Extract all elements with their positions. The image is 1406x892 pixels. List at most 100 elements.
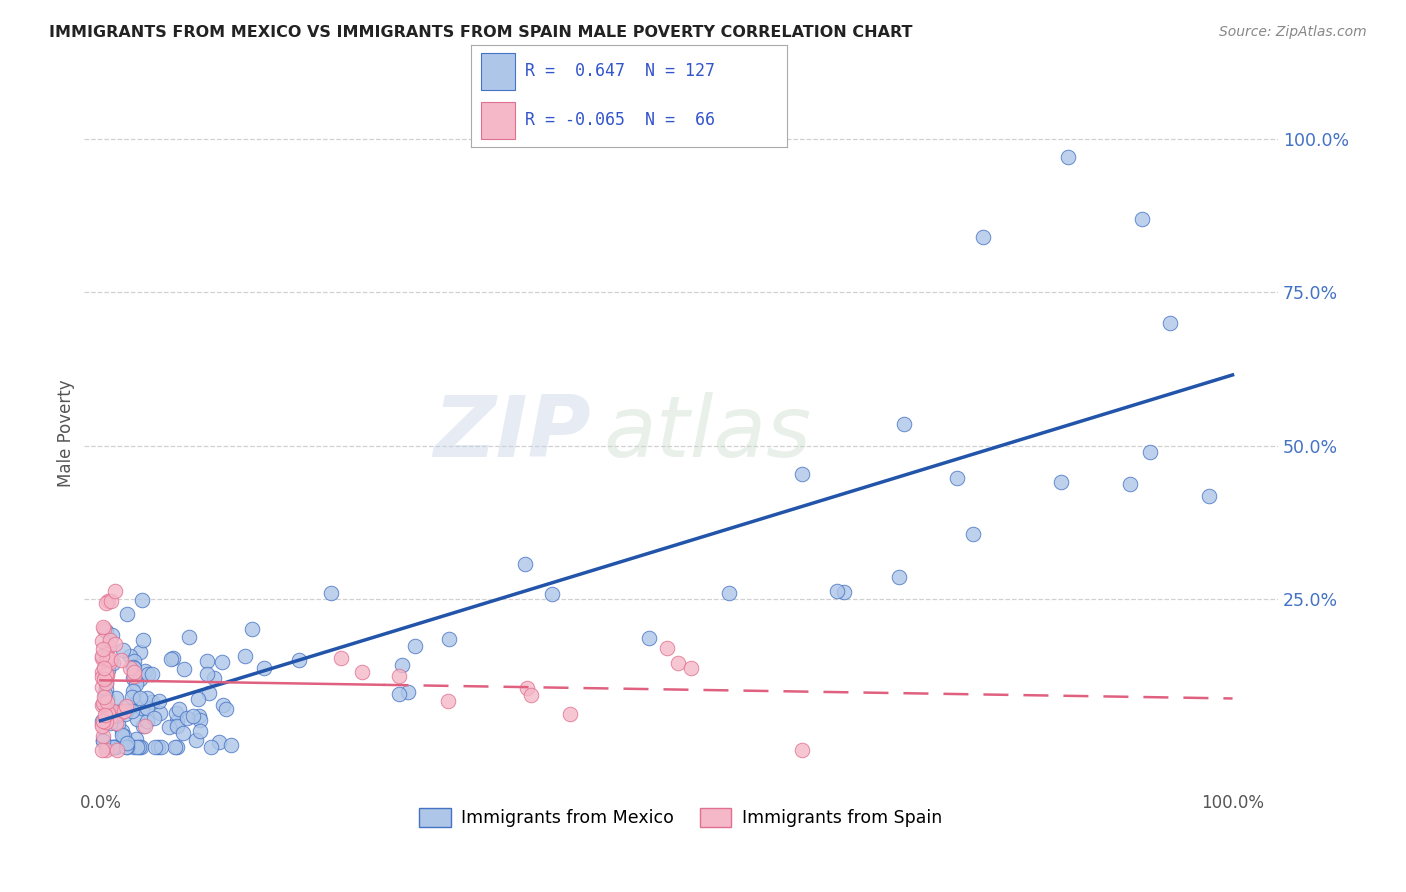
Point — [91, 714, 114, 728]
Point — [516, 681, 538, 696]
Point — [198, 686, 221, 700]
Point — [122, 665, 145, 680]
Point — [195, 667, 218, 681]
Point — [91, 733, 114, 747]
Point — [108, 706, 131, 721]
Point — [111, 643, 134, 657]
Point — [97, 640, 120, 654]
Point — [134, 719, 156, 733]
Point — [136, 700, 159, 714]
Point — [131, 701, 153, 715]
Point — [188, 713, 211, 727]
Point — [101, 704, 124, 718]
Point — [1198, 489, 1220, 503]
Point — [90, 680, 112, 694]
Text: R = -0.065  N =  66: R = -0.065 N = 66 — [524, 111, 714, 129]
Point — [125, 731, 148, 746]
Point — [97, 639, 120, 653]
Point — [127, 739, 149, 754]
Point — [717, 586, 740, 600]
Point — [104, 715, 127, 730]
Point — [93, 697, 115, 711]
Point — [101, 656, 124, 670]
Point — [131, 632, 153, 647]
Point — [149, 706, 172, 720]
Bar — [481, 53, 516, 90]
Point — [398, 684, 420, 698]
Point — [91, 634, 114, 648]
Point — [679, 661, 702, 675]
Point — [121, 660, 143, 674]
Point — [129, 672, 152, 686]
Point — [1139, 445, 1161, 459]
Point — [98, 710, 121, 724]
Point — [825, 583, 848, 598]
Point — [115, 739, 138, 754]
Text: atlas: atlas — [603, 392, 811, 475]
Point — [143, 739, 166, 754]
Point — [200, 739, 222, 754]
Point — [101, 709, 124, 723]
Point — [129, 739, 152, 754]
Point — [122, 668, 145, 682]
Point — [253, 660, 276, 674]
Point — [288, 653, 311, 667]
Point — [962, 527, 984, 541]
Point — [973, 230, 995, 244]
Point — [97, 653, 120, 667]
Point — [103, 708, 125, 723]
Point — [94, 676, 117, 690]
Point — [143, 711, 166, 725]
Point — [118, 648, 141, 663]
Point — [96, 739, 118, 754]
Point — [114, 698, 136, 713]
Point — [162, 651, 184, 665]
Point — [121, 690, 143, 704]
Point — [388, 668, 411, 682]
Point — [134, 664, 156, 678]
Point — [93, 690, 115, 705]
Point — [136, 667, 159, 681]
Point — [131, 593, 153, 607]
Point — [124, 677, 146, 691]
Point — [188, 724, 211, 739]
Point — [91, 733, 114, 747]
Point — [97, 594, 120, 608]
Point — [219, 739, 242, 753]
Point — [96, 667, 118, 681]
Point — [100, 594, 122, 608]
Text: Source: ZipAtlas.com: Source: ZipAtlas.com — [1219, 25, 1367, 39]
Point — [391, 658, 413, 673]
Point — [91, 696, 114, 710]
Text: R =  0.647  N = 127: R = 0.647 N = 127 — [524, 62, 714, 79]
Point — [107, 717, 129, 731]
Point — [105, 742, 128, 756]
Point — [167, 702, 190, 716]
Point — [90, 698, 112, 712]
Point — [94, 658, 117, 673]
Point — [157, 720, 180, 734]
Point — [90, 717, 112, 731]
Point — [330, 651, 353, 665]
Point — [94, 707, 117, 722]
Point — [90, 665, 112, 680]
Point — [117, 699, 139, 714]
Point — [93, 623, 115, 637]
Point — [96, 710, 118, 724]
Point — [91, 642, 114, 657]
Point — [111, 728, 134, 742]
Point — [166, 718, 188, 732]
Point — [129, 644, 152, 658]
Point — [96, 670, 118, 684]
Point — [112, 730, 135, 744]
Point — [132, 719, 155, 733]
Point — [135, 714, 157, 728]
Point — [103, 739, 125, 754]
Bar — [481, 102, 516, 139]
Point — [165, 706, 187, 721]
Point — [211, 655, 233, 669]
Point — [97, 739, 120, 754]
Point — [121, 684, 143, 698]
Point — [94, 681, 117, 696]
Point — [114, 707, 136, 722]
